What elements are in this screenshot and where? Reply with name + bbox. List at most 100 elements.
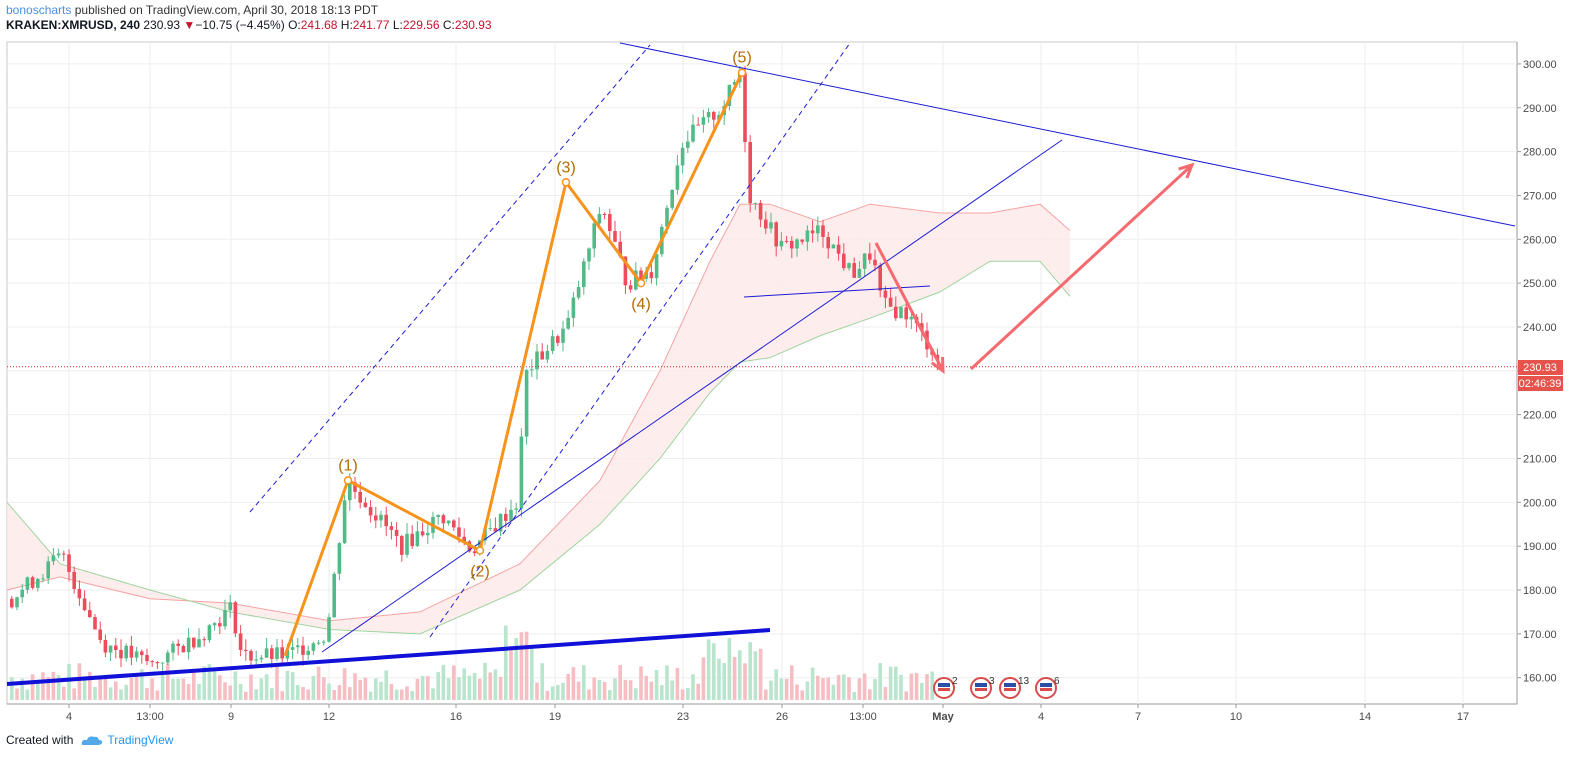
candle-body xyxy=(51,555,56,562)
volume-bar xyxy=(602,682,607,700)
candle-body xyxy=(93,617,97,630)
volume-bar xyxy=(784,678,789,700)
time-tick-label: 7 xyxy=(1135,711,1141,723)
ichimoku-cloud xyxy=(6,203,1071,635)
price-badge-box xyxy=(1518,360,1563,375)
candle-body xyxy=(748,142,752,204)
volume-bar xyxy=(925,674,929,700)
price-tick-label: 270.00 xyxy=(1523,190,1557,202)
candle-body xyxy=(712,112,716,120)
candle-body xyxy=(628,285,633,290)
time-tick-label: 12 xyxy=(323,711,335,723)
candle-body xyxy=(732,82,737,85)
volume-bar xyxy=(914,673,919,700)
candle-body xyxy=(592,223,596,249)
event-badges[interactable]: 2 3 13 6 xyxy=(933,676,1060,699)
wave-label: (3) xyxy=(556,159,576,176)
candle-body xyxy=(556,336,560,343)
candle-body xyxy=(129,645,134,658)
volume-bar xyxy=(134,673,139,700)
volume-bar xyxy=(62,686,66,700)
time-axis[interactable]: 4 13:00 9 12 16 19 23 26 13:00 May 4 7 10 14 17 xyxy=(66,704,1469,723)
volume-bar xyxy=(114,681,118,700)
wave-label: (4) xyxy=(631,296,651,313)
flag-stripe-icon xyxy=(938,683,950,687)
last-price: 230.93 xyxy=(143,18,181,32)
candle-body xyxy=(764,219,768,229)
volume-bar xyxy=(769,680,773,700)
price-axis[interactable]: 160.00 170.00 180.00 190.00 200.00 210.00 220.… xyxy=(1517,59,1557,685)
candle-body xyxy=(462,536,466,542)
volume-bar xyxy=(561,682,565,700)
price-chart[interactable]: (1) (2) (3) (4) (5) 160.00 170.00 180.00 190.00… xyxy=(0,0,1569,730)
volume-bar xyxy=(888,666,893,700)
volume-bar xyxy=(327,683,331,700)
volume-bar xyxy=(670,680,674,700)
volume-bar xyxy=(25,689,30,700)
candle-body xyxy=(82,598,87,611)
wave-point xyxy=(561,178,571,187)
candle-body xyxy=(254,659,258,661)
volume-bar xyxy=(270,688,274,700)
candle-body xyxy=(332,573,336,618)
publish-line: bonoscharts published on TradingView.com… xyxy=(6,3,492,18)
candles xyxy=(10,65,940,674)
volume-bar xyxy=(145,687,149,700)
price-tick-label: 160.00 xyxy=(1523,673,1557,685)
candle-body xyxy=(306,650,310,655)
volume-bar xyxy=(254,689,258,700)
candle-body xyxy=(145,655,149,662)
volume-bar xyxy=(140,669,144,700)
author-link[interactable]: bonoscharts xyxy=(6,3,72,17)
time-tick-label: 9 xyxy=(228,711,234,723)
candle-body xyxy=(701,117,706,125)
volume-bar xyxy=(831,684,836,700)
wave-point xyxy=(737,68,747,77)
candle-body xyxy=(348,482,352,501)
candle-body xyxy=(524,370,529,437)
candle-body xyxy=(894,306,898,319)
event-count: 3 xyxy=(989,676,995,687)
candle-body xyxy=(389,526,394,530)
candle-body xyxy=(561,328,565,343)
candle-body xyxy=(831,244,836,249)
candle-body xyxy=(56,553,61,556)
candle-body xyxy=(545,350,550,360)
candle-body xyxy=(675,165,680,190)
high-label: H: xyxy=(340,18,353,32)
volume-bar xyxy=(186,684,191,700)
candle-body xyxy=(363,502,368,508)
volume-bar xyxy=(301,686,305,700)
volume-bar xyxy=(322,677,326,700)
candle-body xyxy=(540,351,544,360)
down-arrow xyxy=(874,242,945,372)
volume-bar xyxy=(514,637,518,700)
volume-bar xyxy=(883,686,888,700)
volume-bar xyxy=(899,674,903,700)
volume-bar xyxy=(306,689,310,700)
volume-bar xyxy=(748,642,752,700)
time-tick-label: 14 xyxy=(1359,711,1371,723)
volume-bar xyxy=(420,675,425,700)
candle-body xyxy=(514,508,518,510)
ohlc-line: KRAKEN:XMRUSD, 240 230.93 ▼−10.75 (−4.45… xyxy=(6,18,492,33)
candle-body xyxy=(176,643,180,646)
candle-body xyxy=(810,230,815,234)
tradingview-link[interactable]: TradingView xyxy=(81,733,173,747)
volume-bar xyxy=(634,688,638,700)
volume-bar xyxy=(519,632,524,700)
volume-bar xyxy=(150,678,154,700)
volume-bar xyxy=(72,688,76,700)
candle-body xyxy=(420,531,425,536)
candle-body xyxy=(405,533,409,555)
close-label: C: xyxy=(442,18,455,32)
candle-body xyxy=(618,241,622,257)
up-arrow-head xyxy=(1178,162,1195,179)
candle-body xyxy=(342,500,347,544)
volume-bar xyxy=(779,678,784,700)
volume-bar xyxy=(738,650,742,700)
countdown-box xyxy=(1518,376,1563,391)
volume-bar xyxy=(452,665,456,700)
candle-body xyxy=(30,577,35,588)
volume-bar xyxy=(415,678,420,700)
